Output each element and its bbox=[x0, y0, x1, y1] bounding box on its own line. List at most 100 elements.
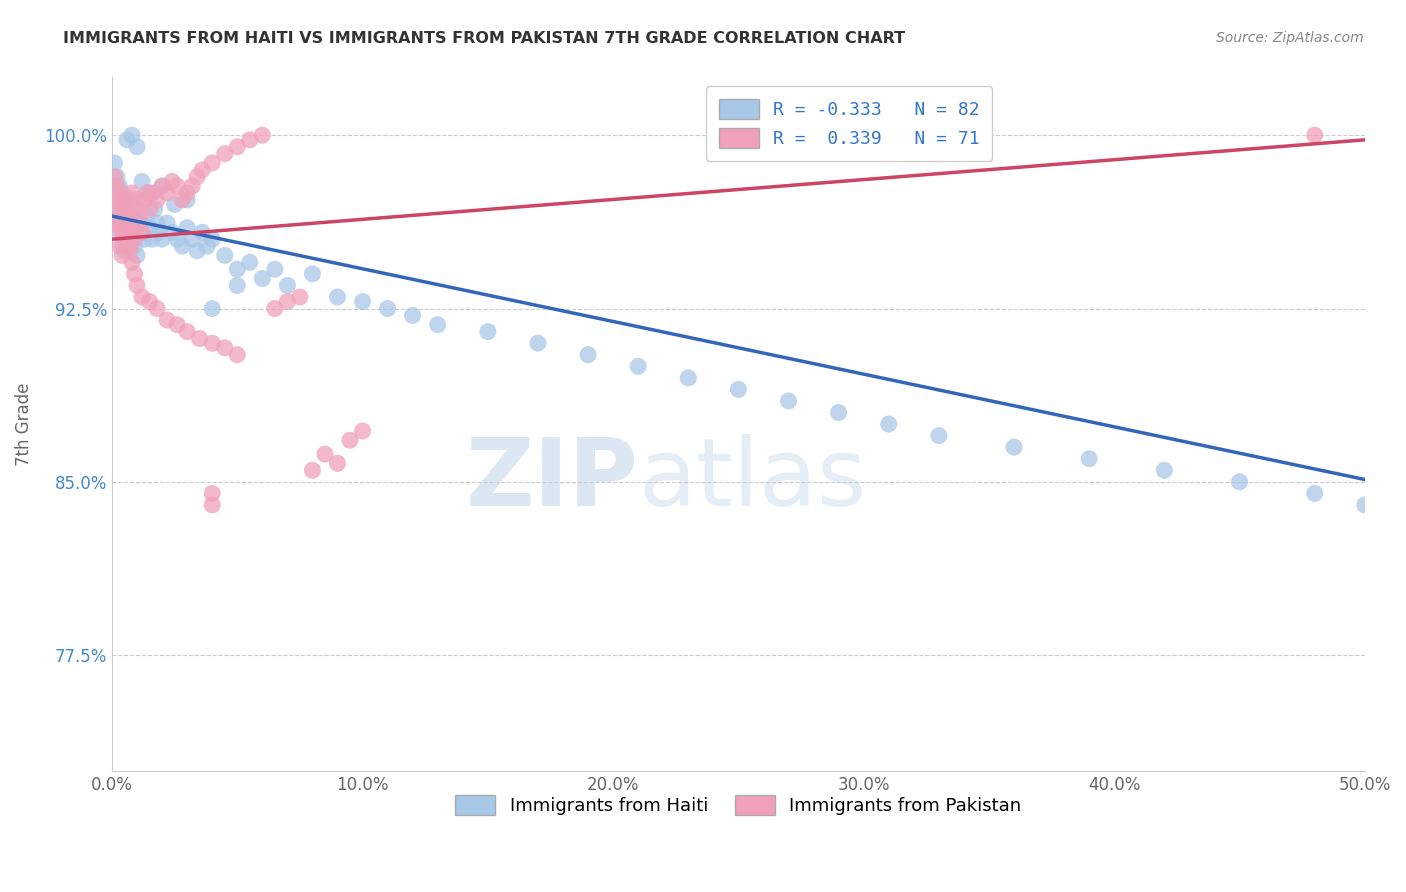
Point bbox=[124, 209, 146, 223]
Point bbox=[114, 220, 136, 235]
Point bbox=[156, 186, 179, 200]
Point bbox=[121, 186, 143, 200]
Point bbox=[105, 209, 128, 223]
Point bbox=[111, 248, 134, 262]
Point bbox=[326, 290, 349, 304]
Point bbox=[108, 220, 131, 235]
Point bbox=[201, 301, 224, 316]
Point bbox=[201, 232, 224, 246]
Point bbox=[138, 202, 160, 216]
Point bbox=[276, 294, 298, 309]
Point bbox=[226, 348, 249, 362]
Point bbox=[125, 220, 148, 235]
Point bbox=[352, 424, 374, 438]
Point bbox=[160, 174, 183, 188]
Point bbox=[125, 193, 148, 207]
Point bbox=[226, 262, 249, 277]
Point bbox=[146, 216, 169, 230]
Point bbox=[125, 220, 148, 235]
Point bbox=[118, 209, 141, 223]
Point bbox=[288, 290, 311, 304]
Point bbox=[125, 248, 148, 262]
Text: Source: ZipAtlas.com: Source: ZipAtlas.com bbox=[1216, 31, 1364, 45]
Point bbox=[131, 290, 153, 304]
Point bbox=[627, 359, 650, 374]
Point bbox=[226, 278, 249, 293]
Point bbox=[727, 383, 749, 397]
Point bbox=[115, 232, 138, 246]
Point bbox=[166, 232, 188, 246]
Point bbox=[201, 336, 224, 351]
Point bbox=[166, 179, 188, 194]
Point bbox=[124, 239, 146, 253]
Point bbox=[150, 179, 173, 194]
Point bbox=[176, 220, 198, 235]
Point bbox=[326, 456, 349, 470]
Point bbox=[1303, 486, 1326, 500]
Point bbox=[1078, 451, 1101, 466]
Point bbox=[150, 179, 173, 194]
Point bbox=[134, 232, 156, 246]
Point bbox=[124, 232, 146, 246]
Point bbox=[352, 294, 374, 309]
Point bbox=[314, 447, 336, 461]
Y-axis label: 7th Grade: 7th Grade bbox=[15, 383, 32, 466]
Legend: Immigrants from Haiti, Immigrants from Pakistan: Immigrants from Haiti, Immigrants from P… bbox=[447, 786, 1031, 824]
Point bbox=[105, 193, 128, 207]
Point bbox=[114, 193, 136, 207]
Point bbox=[477, 325, 499, 339]
Point bbox=[138, 186, 160, 200]
Point bbox=[136, 186, 159, 200]
Point bbox=[186, 244, 208, 258]
Point bbox=[1354, 498, 1376, 512]
Point bbox=[121, 220, 143, 235]
Point bbox=[877, 417, 900, 431]
Point bbox=[108, 186, 131, 200]
Point bbox=[1229, 475, 1251, 489]
Point bbox=[301, 463, 323, 477]
Point bbox=[115, 133, 138, 147]
Point bbox=[214, 146, 236, 161]
Point bbox=[108, 202, 131, 216]
Point bbox=[401, 309, 423, 323]
Point bbox=[131, 225, 153, 239]
Point bbox=[778, 394, 800, 409]
Point bbox=[176, 325, 198, 339]
Point bbox=[134, 193, 156, 207]
Point bbox=[128, 216, 150, 230]
Text: atlas: atlas bbox=[638, 434, 866, 525]
Point bbox=[195, 239, 218, 253]
Point bbox=[181, 232, 204, 246]
Point bbox=[103, 202, 125, 216]
Point bbox=[1153, 463, 1175, 477]
Point bbox=[103, 169, 125, 184]
Point bbox=[131, 174, 153, 188]
Point bbox=[527, 336, 550, 351]
Point bbox=[121, 225, 143, 239]
Point bbox=[426, 318, 449, 332]
Point bbox=[136, 209, 159, 223]
Point bbox=[172, 239, 194, 253]
Point bbox=[148, 225, 170, 239]
Point bbox=[191, 162, 214, 177]
Text: ZIP: ZIP bbox=[465, 434, 638, 525]
Point bbox=[118, 239, 141, 253]
Point bbox=[115, 202, 138, 216]
Point bbox=[105, 216, 128, 230]
Point bbox=[146, 301, 169, 316]
Point bbox=[339, 434, 361, 448]
Point bbox=[131, 225, 153, 239]
Point bbox=[214, 341, 236, 355]
Point bbox=[1002, 440, 1025, 454]
Point bbox=[118, 239, 141, 253]
Point bbox=[125, 140, 148, 154]
Point bbox=[156, 313, 179, 327]
Point bbox=[138, 294, 160, 309]
Point bbox=[111, 197, 134, 211]
Point bbox=[114, 202, 136, 216]
Point bbox=[150, 232, 173, 246]
Point bbox=[176, 193, 198, 207]
Point bbox=[103, 156, 125, 170]
Point bbox=[114, 244, 136, 258]
Point bbox=[124, 202, 146, 216]
